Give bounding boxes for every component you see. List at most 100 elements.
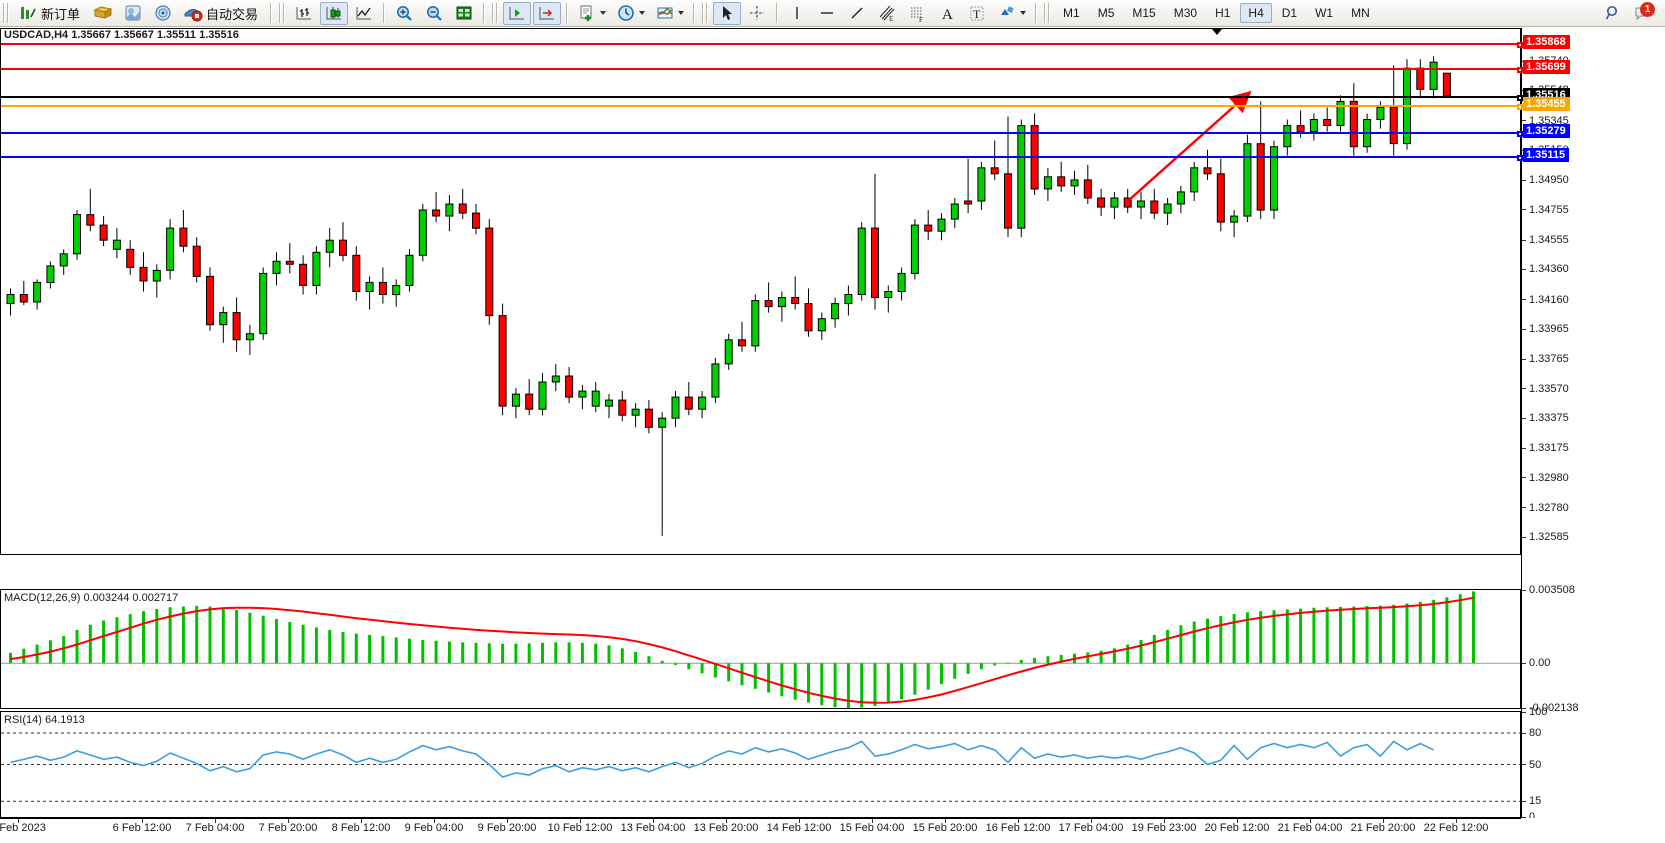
navigator-icon (153, 3, 173, 23)
horizontal-line-button[interactable] (813, 2, 841, 25)
price-line-handle[interactable] (1517, 41, 1523, 48)
navigator-button[interactable] (149, 2, 177, 25)
time-tick-label: 19 Feb 23:00 (1131, 822, 1197, 834)
auto-scroll-icon (537, 3, 557, 23)
templates-button[interactable] (573, 2, 610, 25)
time-tick-mark (1018, 819, 1019, 823)
zoom-out-button[interactable] (420, 2, 448, 25)
price-tick: 1.34360 (1522, 263, 1569, 275)
toolbar-grip-2[interactable] (279, 3, 287, 23)
text-label-button[interactable]: T (963, 2, 991, 25)
time-tick-mark (361, 819, 362, 823)
price-line-resistance-lower[interactable] (1, 67, 1523, 74)
price-label-entry-line[interactable]: 1.35455 (1523, 97, 1570, 112)
period-button[interactable] (612, 2, 649, 25)
new-order-button[interactable]: 新订单 (14, 2, 87, 25)
price-line-handle[interactable] (1517, 94, 1523, 101)
toolbar-grip-4[interactable] (702, 3, 710, 23)
chevron-down-icon-3[interactable] (678, 11, 685, 15)
alerts-button[interactable]: 1 (1629, 2, 1657, 25)
price-line-handle[interactable] (1517, 104, 1523, 111)
rsi-title: RSI(14) 64.1913 (4, 714, 85, 726)
price-label-support-lower[interactable]: 1.35115 (1523, 148, 1570, 163)
time-tick-mark (653, 819, 654, 823)
shapes-icon (997, 3, 1017, 23)
chart-shift-button[interactable] (503, 1, 532, 25)
vertical-line-button[interactable] (783, 2, 811, 25)
timeframe-mn-button[interactable]: MN (1351, 6, 1370, 20)
timeframe-m30-button[interactable]: M30 (1173, 6, 1198, 20)
time-tick-mark (1091, 819, 1092, 823)
market-watch-button[interactable] (119, 2, 147, 25)
time-tick-mark (945, 819, 946, 823)
toolbar-grip-3[interactable] (492, 3, 500, 23)
price-tick-label: 1.33570 (1529, 382, 1569, 395)
time-tick-label: 5 Feb 2023 (0, 822, 46, 834)
zoom-in-button[interactable] (390, 2, 418, 25)
timeframe-w1-button[interactable]: W1 (1315, 6, 1334, 20)
auto-scroll-button[interactable] (533, 1, 562, 25)
rsi-panel[interactable] (0, 711, 1521, 818)
profiles-button[interactable] (89, 2, 117, 25)
rsi-tick-label: 0 (1529, 811, 1536, 823)
macd-tick: -0.002138 (1522, 702, 1579, 714)
indicators-icon (655, 3, 675, 23)
toolbar-grip-5[interactable] (1044, 3, 1052, 23)
macd-panel[interactable] (0, 589, 1521, 709)
price-tick: 1.32585 (1522, 531, 1569, 543)
time-axis[interactable]: 5 Feb 2023 6 Feb 12:00 7 Feb 04:00 7 Feb 20… (0, 818, 1665, 842)
timeframe-h4-button[interactable]: H4 (1240, 3, 1272, 23)
price-line-handle[interactable] (1517, 155, 1523, 162)
price-tick-label: 1.33765 (1529, 353, 1569, 366)
price-line-handle[interactable] (1517, 67, 1523, 74)
text-button[interactable]: A (933, 2, 961, 25)
time-tick-mark (1164, 819, 1165, 823)
timeframe-m15-button[interactable]: M15 (1132, 6, 1156, 20)
time-tick-label: 20 Feb 12:00 (1204, 822, 1270, 834)
time-tick-mark (799, 819, 800, 823)
timeframe-m5-button[interactable]: M5 (1097, 6, 1115, 20)
price-tick-label: 1.32980 (1529, 471, 1569, 484)
price-line-resistance-upper[interactable] (1, 41, 1523, 48)
arrow-annotation-layer[interactable] (1, 29, 1520, 554)
bar-chart-button[interactable] (290, 2, 318, 25)
price-label-resistance-lower[interactable]: 1.35699 (1523, 60, 1570, 75)
chart-workspace: USDCAD,H4 1.35667 1.35667 1.35511 1.3551… (0, 27, 1665, 843)
price-line-entry-line[interactable] (1, 104, 1523, 111)
equidistant-channel-button[interactable]: E (873, 2, 901, 25)
time-tick-label: 9 Feb 20:00 (477, 822, 537, 834)
trendline-button[interactable] (843, 2, 871, 25)
chevron-down-icon[interactable] (600, 11, 607, 15)
shapes-button[interactable] (993, 2, 1030, 25)
chevron-down-icon-2[interactable] (639, 11, 646, 15)
price-line-support-upper[interactable] (1, 130, 1523, 137)
timeframe-d1-button[interactable]: D1 (1281, 6, 1298, 20)
price-label-support-upper[interactable]: 1.35279 (1523, 123, 1570, 138)
autotrading-label: 自动交易 (206, 6, 259, 22)
timeframe-h1-button[interactable]: H1 (1215, 6, 1231, 20)
time-tick-mark (872, 819, 873, 823)
toolbar-grip[interactable] (3, 3, 10, 23)
text-label-icon: T (967, 3, 987, 23)
price-line-current-price[interactable] (1, 94, 1523, 101)
price-line-handle[interactable] (1517, 130, 1523, 137)
price-axis[interactable]: 1.35868 1.35699 1.35516 1.35455 1.35279 1.351… (1521, 28, 1665, 823)
price-tick-label: 1.33965 (1529, 322, 1569, 335)
timeframe-m1-button[interactable]: M1 (1063, 6, 1080, 20)
autotrading-button[interactable]: 自动交易 (179, 2, 265, 25)
price-label-resistance-upper[interactable]: 1.35868 (1523, 34, 1570, 49)
crosshair-button[interactable] (743, 2, 771, 25)
price-chart-panel[interactable] (0, 28, 1523, 555)
line-chart-button[interactable] (350, 2, 378, 25)
time-tick-mark (142, 819, 143, 823)
indicators-button[interactable] (651, 2, 688, 25)
cursor-button[interactable] (713, 1, 742, 25)
chevron-down-icon-4[interactable] (1020, 11, 1027, 15)
candlestick-chart-button[interactable] (320, 1, 349, 25)
data-window-button[interactable] (450, 2, 478, 25)
time-tick-label: 21 Feb 20:00 (1350, 822, 1416, 834)
profiles-icon (93, 3, 113, 23)
price-line-support-lower[interactable] (1, 155, 1523, 162)
fibonacci-button[interactable]: F (903, 2, 931, 25)
search-button[interactable] (1599, 2, 1627, 25)
